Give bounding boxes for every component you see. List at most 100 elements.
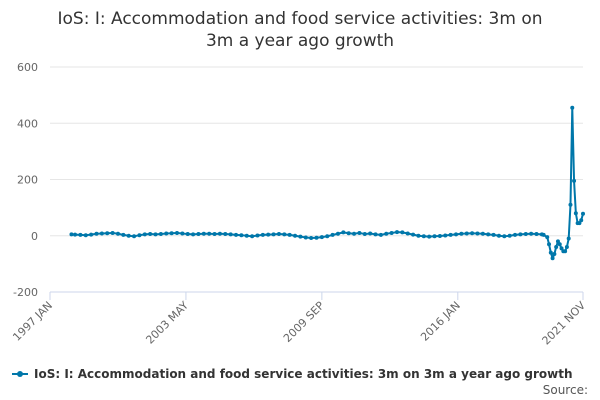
data-point (110, 230, 115, 235)
data-point (496, 233, 501, 238)
y-tick-label: 200 (17, 174, 38, 187)
data-point (529, 231, 534, 236)
x-tick-label: 2016 JAN (418, 299, 463, 344)
data-point (518, 232, 523, 237)
y-tick-label: -200 (13, 286, 38, 299)
data-point (389, 230, 394, 235)
data-point (352, 231, 357, 236)
data-point (105, 231, 110, 236)
data-point (319, 235, 324, 240)
data-point (115, 231, 120, 236)
data-point (169, 231, 174, 236)
y-axis: -200 0 200 400 600 (13, 61, 38, 299)
data-point (480, 231, 485, 236)
chart-title-line-1: IoS: I: Accommodation and food service a… (58, 9, 543, 29)
legend[interactable]: IoS: I: Accommodation and food service a… (12, 367, 573, 381)
data-point (400, 230, 405, 235)
data-point (255, 233, 260, 238)
data-point (303, 235, 308, 240)
data-point (545, 235, 550, 240)
data-point (174, 230, 179, 235)
source-label: Source: (543, 383, 588, 397)
data-point (239, 233, 244, 238)
y-tick-label: 600 (17, 61, 38, 74)
data-point (570, 105, 575, 110)
data-point (287, 232, 292, 237)
x-tick-label: 2021 NOV (540, 299, 589, 348)
data-point (550, 256, 555, 261)
data-point (507, 233, 512, 238)
data-point (330, 232, 335, 237)
data-point (271, 232, 276, 237)
data-point (534, 232, 539, 237)
data-point (325, 234, 330, 239)
data-point (362, 232, 367, 237)
data-point (164, 231, 169, 236)
data-point (298, 234, 303, 239)
data-point (121, 232, 126, 237)
data-point (260, 232, 265, 237)
data-point (564, 245, 569, 249)
y-tick-label: 400 (17, 117, 38, 130)
x-axis: 1997 JAN 2003 MAY 2009 SEP 2016 JAN 2021 NOV (10, 291, 589, 348)
data-point (572, 178, 577, 183)
data-point (368, 231, 373, 236)
data-point (212, 232, 217, 237)
grid (50, 66, 583, 293)
data-point (566, 236, 571, 241)
data-point (502, 234, 507, 239)
data-point (573, 211, 578, 216)
plot-area (69, 105, 585, 261)
data-point (266, 232, 271, 237)
data-point (443, 233, 448, 238)
chart-title-line-2: 3m a year ago growth (206, 31, 394, 51)
data-point (99, 231, 104, 236)
data-point (223, 232, 228, 237)
data-point (180, 231, 185, 236)
data-point (547, 242, 552, 247)
data-point (378, 232, 383, 237)
data-point (314, 235, 319, 240)
data-point (579, 218, 584, 223)
data-point (126, 233, 131, 238)
data-point (557, 242, 562, 247)
data-point (244, 233, 249, 238)
data-point (196, 232, 201, 237)
data-point (137, 233, 142, 238)
data-point (459, 231, 464, 236)
data-point (552, 252, 557, 257)
data-point (185, 232, 190, 237)
data-point (411, 232, 416, 237)
data-point (427, 234, 432, 239)
x-tick-label: 1997 JAN (10, 299, 55, 344)
data-point (282, 232, 287, 237)
data-point (346, 231, 351, 236)
data-point (454, 232, 459, 237)
x-tick-label: 2009 SEP (281, 299, 327, 345)
data-point (464, 231, 469, 236)
data-point (142, 232, 147, 237)
data-point (73, 232, 78, 237)
data-point (293, 233, 298, 238)
data-point (132, 234, 137, 239)
data-point (491, 232, 496, 237)
data-point (250, 234, 255, 239)
data-point (148, 232, 153, 237)
legend-marker-icon (17, 371, 23, 377)
data-point (341, 230, 346, 235)
data-point (276, 232, 281, 237)
data-point (421, 234, 426, 239)
data-point (191, 232, 196, 237)
data-point (201, 231, 206, 236)
data-point (158, 232, 163, 237)
data-point (448, 232, 453, 237)
data-point (357, 230, 362, 235)
data-point (475, 231, 480, 236)
data-point (554, 245, 559, 249)
data-point (78, 232, 83, 237)
data-point (373, 232, 378, 237)
data-point (432, 234, 437, 239)
data-point (309, 236, 314, 240)
data-point (234, 232, 239, 237)
data-point (394, 230, 399, 235)
